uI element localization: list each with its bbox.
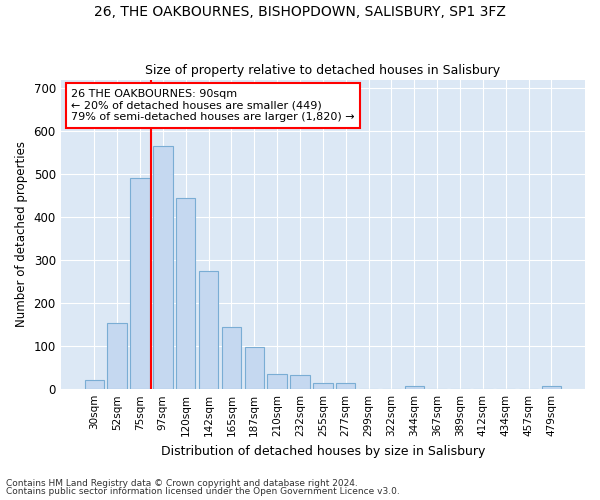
X-axis label: Distribution of detached houses by size in Salisbury: Distribution of detached houses by size …: [161, 444, 485, 458]
Text: Contains public sector information licensed under the Open Government Licence v3: Contains public sector information licen…: [6, 487, 400, 496]
Bar: [199, 271, 218, 389]
Bar: [85, 380, 104, 389]
Y-axis label: Number of detached properties: Number of detached properties: [15, 142, 28, 328]
Bar: [290, 375, 310, 389]
Text: Contains HM Land Registry data © Crown copyright and database right 2024.: Contains HM Land Registry data © Crown c…: [6, 478, 358, 488]
Bar: [221, 327, 241, 389]
Bar: [107, 322, 127, 389]
Text: 26, THE OAKBOURNES, BISHOPDOWN, SALISBURY, SP1 3FZ: 26, THE OAKBOURNES, BISHOPDOWN, SALISBUR…: [94, 5, 506, 19]
Text: 26 THE OAKBOURNES: 90sqm
← 20% of detached houses are smaller (449)
79% of semi-: 26 THE OAKBOURNES: 90sqm ← 20% of detach…: [71, 89, 355, 122]
Bar: [245, 348, 264, 389]
Bar: [176, 198, 196, 389]
Bar: [404, 386, 424, 389]
Bar: [313, 383, 332, 389]
Bar: [542, 386, 561, 389]
Title: Size of property relative to detached houses in Salisbury: Size of property relative to detached ho…: [145, 64, 500, 77]
Bar: [153, 146, 173, 389]
Bar: [130, 178, 149, 389]
Bar: [336, 383, 355, 389]
Bar: [268, 374, 287, 389]
